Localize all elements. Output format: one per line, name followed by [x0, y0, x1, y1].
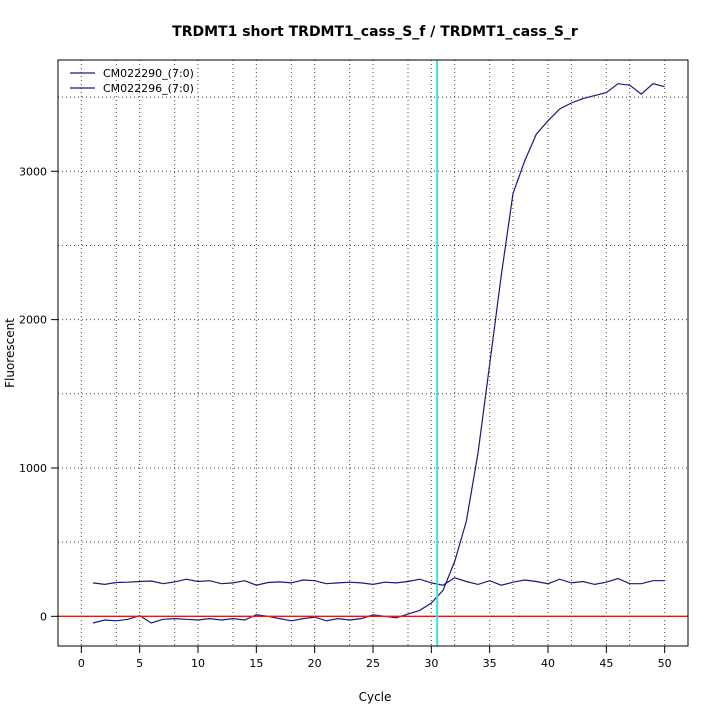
x-tick-label: 45: [599, 657, 613, 670]
chart-title: TRDMT1 short TRDMT1_cass_S_f / TRDMT1_ca…: [172, 24, 578, 40]
y-tick-label: 3000: [19, 165, 47, 178]
y-axis: 0 1000 2000 3000: [19, 165, 58, 623]
x-axis: 0 5 10 15 20 25 30 35 40 45 50: [78, 646, 672, 670]
series-line-2: [92, 577, 665, 586]
series-line-1: [92, 83, 665, 624]
reference-lines: [58, 60, 688, 646]
x-tick-label: 5: [136, 657, 143, 670]
x-tick-label: 15: [249, 657, 263, 670]
y-tick-label: 0: [40, 610, 47, 623]
x-tick-label: 35: [483, 657, 497, 670]
x-tick-label: 0: [78, 657, 85, 670]
series-lines: [92, 83, 665, 624]
x-tick-label: 20: [308, 657, 322, 670]
y-tick-label: 2000: [19, 314, 47, 327]
x-tick-label: 40: [541, 657, 555, 670]
x-tick-label: 30: [424, 657, 438, 670]
x-axis-title: Cycle: [359, 690, 392, 704]
y-tick-label: 1000: [19, 462, 47, 475]
legend: CM022290_(7:0) CM022296_(7:0): [70, 67, 194, 95]
legend-label: CM022290_(7:0): [103, 67, 194, 80]
legend-label: CM022296_(7:0): [103, 82, 194, 95]
x-tick-label: 25: [366, 657, 380, 670]
y-axis-title: Fluorescent: [3, 318, 17, 388]
x-tick-label: 50: [658, 657, 672, 670]
x-tick-label: 10: [191, 657, 205, 670]
